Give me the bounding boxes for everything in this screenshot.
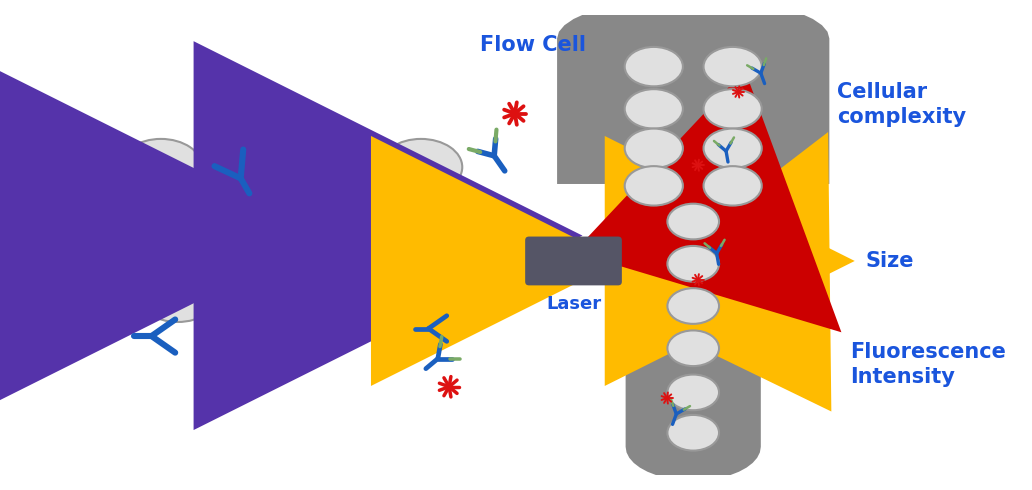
Ellipse shape: [321, 195, 405, 251]
Ellipse shape: [380, 139, 462, 195]
Ellipse shape: [136, 266, 219, 322]
Ellipse shape: [120, 139, 202, 195]
Ellipse shape: [84, 266, 166, 322]
Ellipse shape: [624, 89, 683, 128]
Ellipse shape: [668, 415, 719, 451]
Ellipse shape: [624, 128, 683, 168]
Ellipse shape: [668, 330, 719, 366]
Ellipse shape: [419, 195, 502, 251]
Text: Cellular
complexity: Cellular complexity: [837, 82, 966, 126]
Ellipse shape: [668, 374, 719, 410]
Ellipse shape: [624, 166, 683, 206]
Ellipse shape: [704, 128, 762, 168]
Ellipse shape: [668, 246, 719, 282]
FancyBboxPatch shape: [525, 237, 622, 285]
Ellipse shape: [344, 266, 426, 322]
Ellipse shape: [61, 195, 144, 251]
Ellipse shape: [668, 204, 719, 240]
Ellipse shape: [396, 266, 479, 322]
Ellipse shape: [668, 288, 719, 324]
Ellipse shape: [159, 195, 241, 251]
Ellipse shape: [704, 89, 762, 128]
Polygon shape: [557, 0, 830, 481]
Ellipse shape: [704, 166, 762, 206]
Text: Flow Cell: Flow Cell: [480, 35, 586, 55]
Text: Laser: Laser: [546, 295, 601, 313]
Text: Size: Size: [865, 251, 913, 271]
Ellipse shape: [704, 47, 762, 86]
Text: Fluorescence
Intensity: Fluorescence Intensity: [850, 342, 1006, 387]
Ellipse shape: [624, 47, 683, 86]
